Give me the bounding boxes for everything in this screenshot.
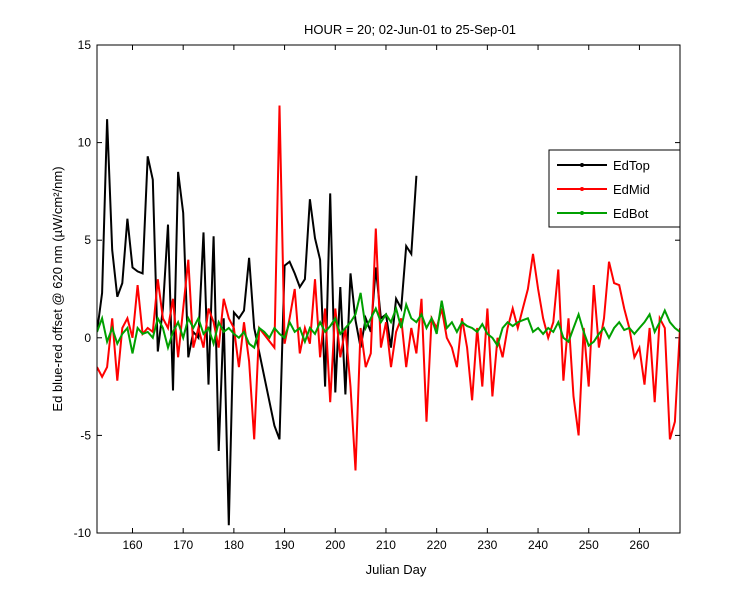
x-tick-label: 240: [528, 538, 548, 552]
legend-marker: [580, 211, 584, 215]
y-tick-label: 0: [84, 331, 91, 345]
y-tick-label: -10: [74, 526, 92, 540]
x-tick-label: 220: [427, 538, 447, 552]
x-tick-label: 190: [275, 538, 295, 552]
y-tick-label: 10: [78, 136, 92, 150]
series-line: [97, 292, 680, 354]
x-tick-label: 260: [629, 538, 649, 552]
chart-title: HOUR = 20; 02-Jun-01 to 25-Sep-01: [304, 22, 516, 37]
x-tick-label: 210: [376, 538, 396, 552]
legend-label: EdBot: [613, 206, 649, 221]
legend-label: EdTop: [613, 158, 650, 173]
y-axis-label: Ed blue-red offset @ 620 nm (µW/cm²/nm): [50, 166, 65, 411]
plot-frame: [96, 44, 681, 534]
series-line: [97, 119, 418, 526]
legend-marker: [580, 187, 584, 191]
x-axis-label: Julian Day: [366, 562, 427, 577]
y-tick-label: 5: [84, 233, 91, 247]
y-tick-label: -5: [80, 428, 91, 442]
x-tick-label: 250: [579, 538, 599, 552]
x-tick-label: 160: [122, 538, 142, 552]
x-tick-label: 180: [224, 538, 244, 552]
x-tick-label: 200: [325, 538, 345, 552]
legend-label: EdMid: [613, 182, 650, 197]
x-tick-label: 230: [477, 538, 497, 552]
x-tick-label: 170: [173, 538, 193, 552]
series-line: [97, 105, 680, 471]
legend-marker: [580, 163, 584, 167]
y-tick-label: 15: [78, 38, 92, 52]
